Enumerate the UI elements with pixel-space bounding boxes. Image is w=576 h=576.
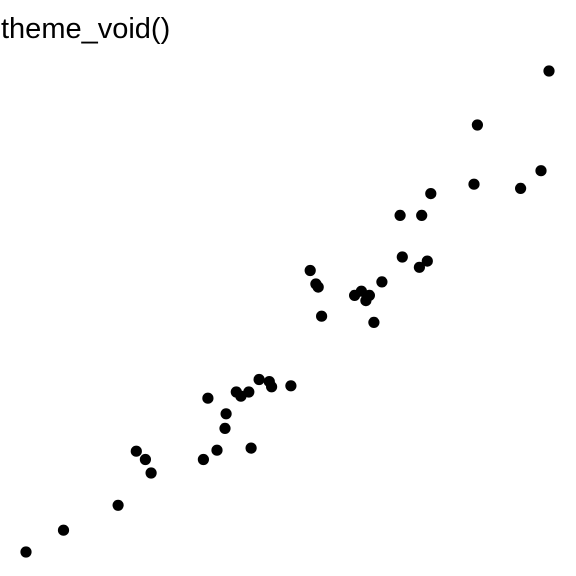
data-point-9: [202, 392, 214, 404]
data-point-27: [363, 289, 375, 301]
data-point-14: [243, 386, 255, 398]
data-point-37: [471, 119, 483, 131]
data-point-31: [396, 251, 408, 263]
data-point-23: [316, 310, 328, 322]
data-point-15: [245, 442, 257, 454]
data-point-40: [543, 65, 555, 77]
data-point-11: [220, 408, 232, 420]
data-point-30: [394, 209, 406, 221]
data-point-20: [304, 264, 316, 277]
data-point-38: [515, 182, 527, 194]
data-point-22: [312, 281, 324, 293]
data-point-18: [266, 381, 278, 393]
data-point-36: [468, 178, 480, 190]
data-point-2: [57, 524, 70, 536]
data-point-16: [253, 373, 265, 386]
data-point-34: [421, 255, 433, 267]
data-point-6: [145, 467, 157, 479]
data-point-39: [535, 165, 547, 177]
data-point-32: [413, 261, 425, 273]
data-point-4: [130, 445, 142, 457]
data-point-3: [112, 499, 124, 511]
data-point-33: [416, 209, 428, 221]
data-point-7: [197, 453, 209, 466]
data-point-19: [285, 380, 297, 392]
data-point-10: [219, 422, 231, 434]
data-point-35: [425, 188, 437, 200]
data-point-8: [211, 444, 223, 456]
data-point-5: [139, 453, 151, 466]
data-point-28: [368, 316, 380, 328]
data-point-29: [376, 276, 388, 288]
data-point-1: [20, 546, 32, 558]
chart-title: theme_void(): [1, 13, 171, 45]
